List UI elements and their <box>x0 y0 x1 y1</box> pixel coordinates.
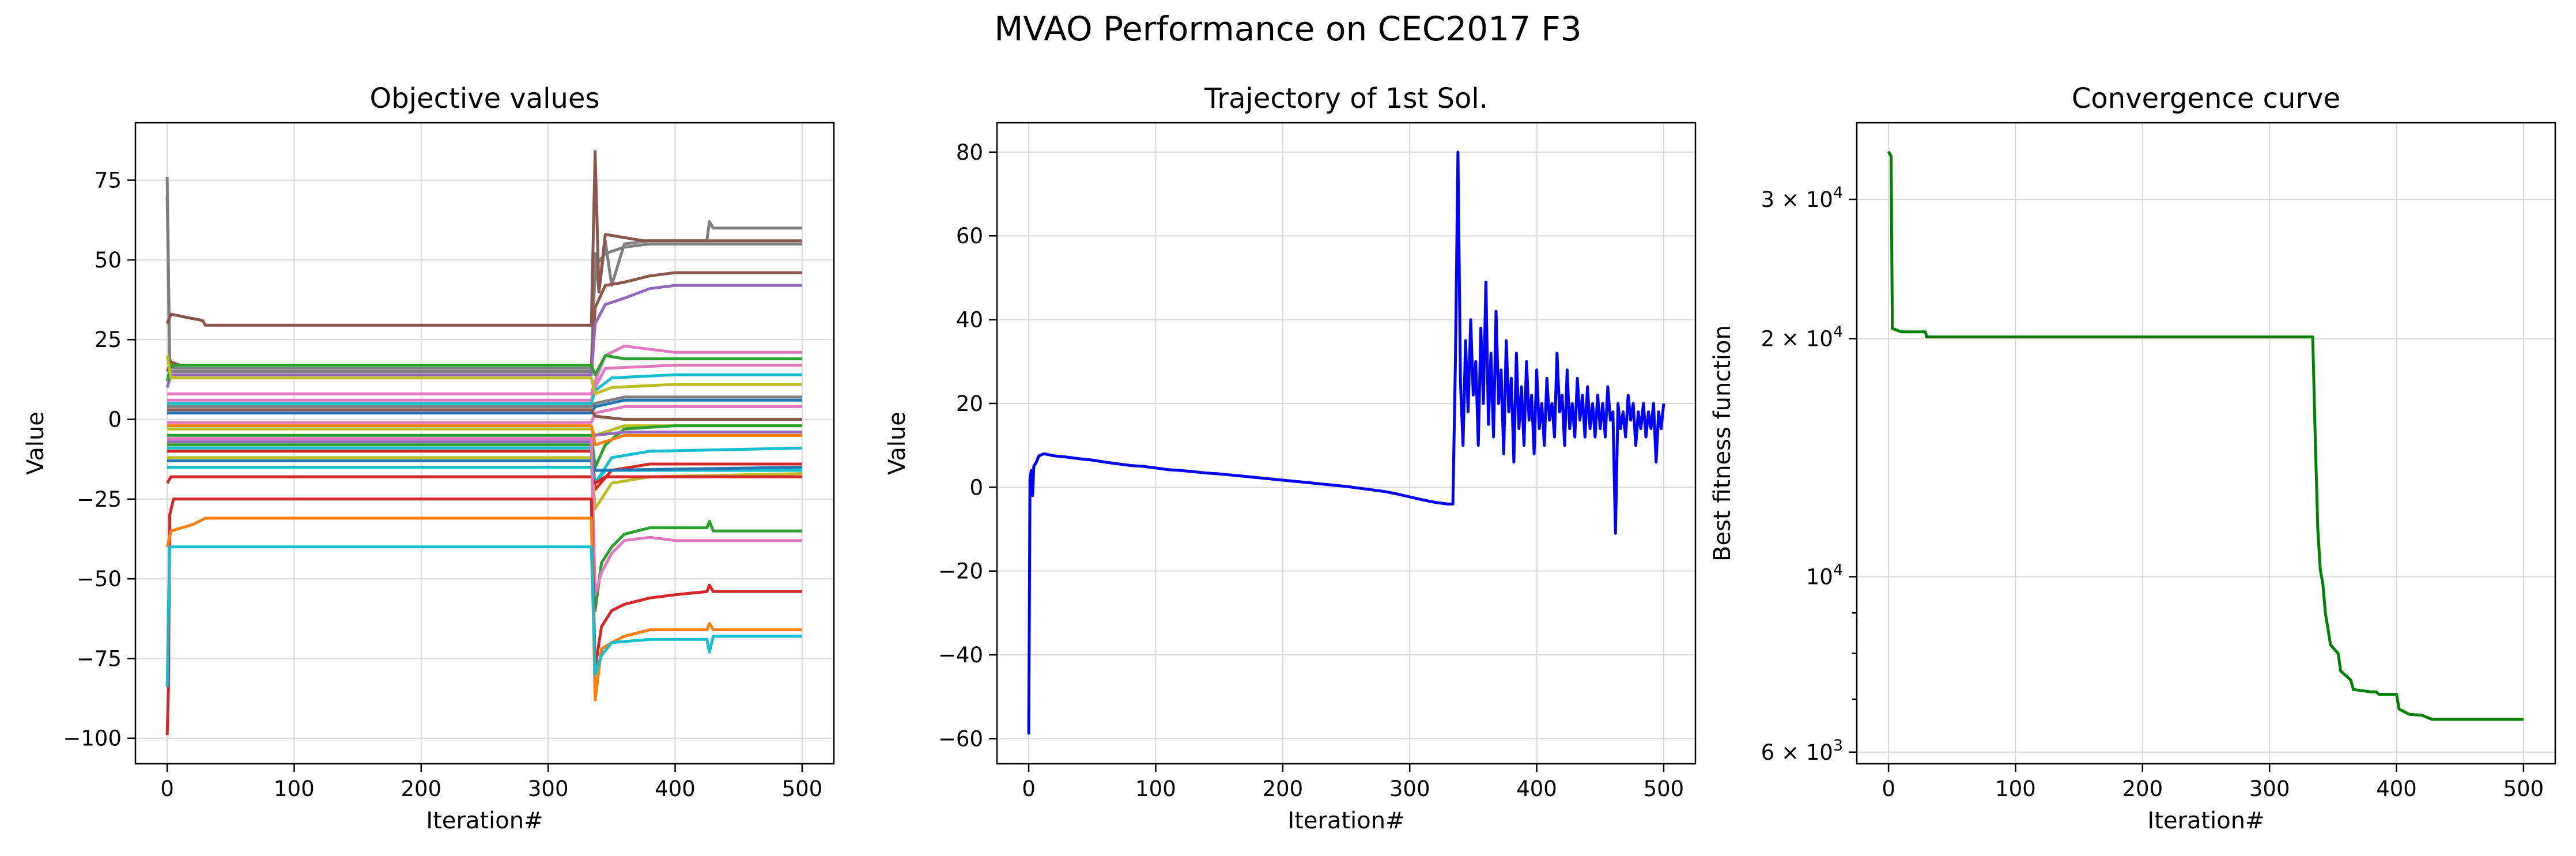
subplot-title: Trajectory of 1st Sol. <box>1204 82 1488 115</box>
figure-title: MVAO Performance on CEC2017 F3 <box>994 9 1581 48</box>
y-tick-label: 40 <box>956 308 983 333</box>
series-line-5 <box>167 344 802 395</box>
y-tick-label: −40 <box>938 643 983 668</box>
y-tick-label: 20 <box>956 391 983 416</box>
plot-frame <box>134 122 835 765</box>
x-tick-label: 200 <box>401 776 442 801</box>
trajectory-panel: 0 100 200 300 400 500 −60 −40 −20 0 20 40 60 80 Trajec… <box>884 82 1697 834</box>
series-line-25 <box>167 437 802 597</box>
series-line-0 <box>165 176 802 370</box>
y-tick-label: 0 <box>108 408 122 432</box>
x-tick-label: 300 <box>2249 776 2290 801</box>
series-group <box>1027 150 1665 735</box>
y-tick-label: 25 <box>95 327 122 352</box>
x-tick-label: 400 <box>2376 776 2417 801</box>
series-line-0 <box>1027 150 1665 735</box>
x-tick-label: 100 <box>1135 776 1176 801</box>
y-tick-label: −20 <box>938 559 983 584</box>
plot-frame <box>996 122 1697 765</box>
x-tick-label: 200 <box>2122 776 2163 801</box>
x-tick-label: 400 <box>655 776 696 801</box>
series-line-10 <box>167 395 802 408</box>
y-tick-label: −100 <box>63 726 122 751</box>
x-axis-label: Iteration# <box>426 808 543 834</box>
x-tick-label: 500 <box>2503 776 2544 801</box>
series-group <box>165 150 802 736</box>
x-tick-label: 100 <box>1995 776 2036 801</box>
series-line-9 <box>165 355 802 395</box>
x-tick-label: 300 <box>1389 776 1430 801</box>
y-tick-label: 50 <box>95 248 122 273</box>
y-tick-label: 0 <box>969 475 983 500</box>
x-tick-label: 200 <box>1263 776 1304 801</box>
y-tick-label: 75 <box>95 168 122 193</box>
y-tick-label: 6 × 103 <box>1761 737 1843 765</box>
x-tick-label: 400 <box>1516 776 1557 801</box>
series-line-26 <box>165 497 802 736</box>
subplot-title: Objective values <box>370 82 600 115</box>
y-axis-label: Value <box>22 412 49 475</box>
y-tick-label: −25 <box>77 487 122 512</box>
plot-frame <box>1856 122 2556 765</box>
series-line-4 <box>165 284 802 388</box>
y-tick-label: 2 × 104 <box>1761 323 1843 352</box>
y-tick-label: 3 × 104 <box>1761 184 1843 212</box>
y-axis-label: Value <box>884 412 911 475</box>
x-tick-label: 300 <box>528 776 569 801</box>
series-line-17 <box>167 424 802 447</box>
series-line-0 <box>1887 150 2524 721</box>
series-line-11 <box>167 398 802 414</box>
series-line-15 <box>167 424 802 469</box>
series-line-7 <box>167 364 802 402</box>
x-tick-label: 500 <box>782 776 823 801</box>
objective-values-panel: 0 100 200 300 400 500 −100 −75 −50 −25 0 25 50 75 Obje… <box>22 82 835 834</box>
series-line-28 <box>165 545 802 688</box>
y-tick-label: −50 <box>77 567 122 591</box>
series-line-3 <box>165 271 802 372</box>
y-tick-label: −75 <box>77 646 122 671</box>
series-line-16 <box>167 431 802 443</box>
x-axis-label: Iteration# <box>2147 808 2264 834</box>
series-line-6 <box>165 354 802 382</box>
x-tick-label: 500 <box>1644 776 1684 801</box>
series-line-27 <box>165 516 802 702</box>
x-tick-label: 0 <box>160 776 174 801</box>
series-line-1 <box>165 196 802 373</box>
series-line-13 <box>167 408 802 421</box>
subplot-title: Convergence curve <box>2072 82 2340 115</box>
y-tick-label: 80 <box>956 140 983 165</box>
x-axis-label: Iteration# <box>1287 808 1404 834</box>
y-tick-label: 60 <box>956 224 983 248</box>
series-line-8 <box>167 373 802 405</box>
y-tick-label: −60 <box>938 726 983 751</box>
series-group <box>1887 150 2524 721</box>
series-line-2 <box>165 150 802 327</box>
series-line-12 <box>167 405 802 424</box>
x-tick-label: 0 <box>1022 776 1036 801</box>
series-line-19 <box>167 450 802 491</box>
y-axis-label: Best fitness function <box>1709 325 1736 561</box>
x-tick-label: 100 <box>274 776 315 801</box>
x-tick-label: 0 <box>1882 776 1895 801</box>
